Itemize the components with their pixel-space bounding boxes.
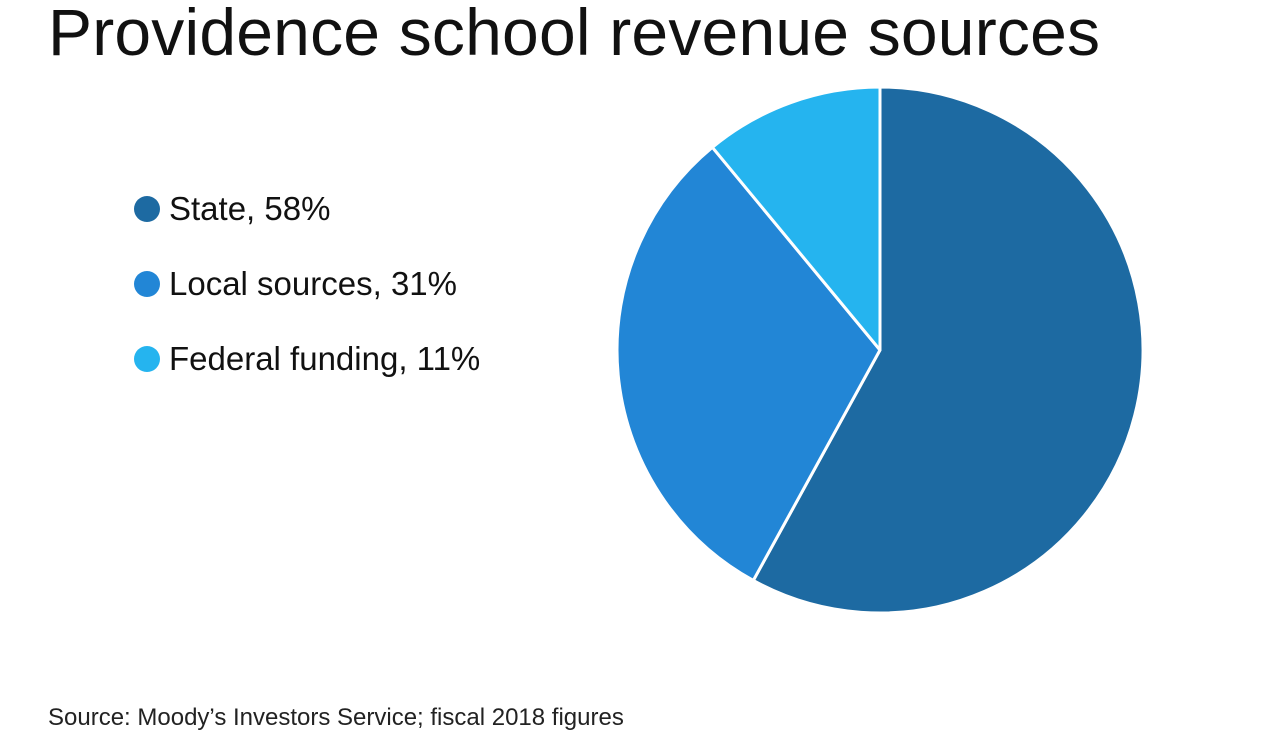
- legend-label-local-sources: Local sources, 31%: [169, 265, 457, 302]
- legend-swatch-federal-funding: [134, 345, 160, 372]
- legend-label-federal-funding: Federal funding, 11%: [169, 340, 481, 377]
- pie-slice-federal-funding: [710, 85, 882, 352]
- legend-label-state: State, 58%: [169, 190, 331, 227]
- pie-slice-state: [751, 85, 1145, 615]
- legend: State, 58% Local sources, 31% Federal fu…: [134, 186, 480, 411]
- legend-item-federal-funding: Federal funding, 11%: [134, 336, 480, 381]
- legend-swatch-state: [134, 195, 160, 222]
- pie-slice-local-sources: [615, 145, 882, 582]
- legend-item-state: State, 58%: [134, 186, 480, 231]
- source-note: Source: Moody’s Investors Service; fisca…: [48, 704, 624, 731]
- legend-swatch-local-sources: [134, 270, 160, 297]
- pie-slices: [615, 85, 1145, 615]
- chart-title: Providence school revenue sources: [48, 0, 1101, 69]
- pie-chart: [615, 85, 1145, 615]
- legend-item-local-sources: Local sources, 31%: [134, 261, 480, 306]
